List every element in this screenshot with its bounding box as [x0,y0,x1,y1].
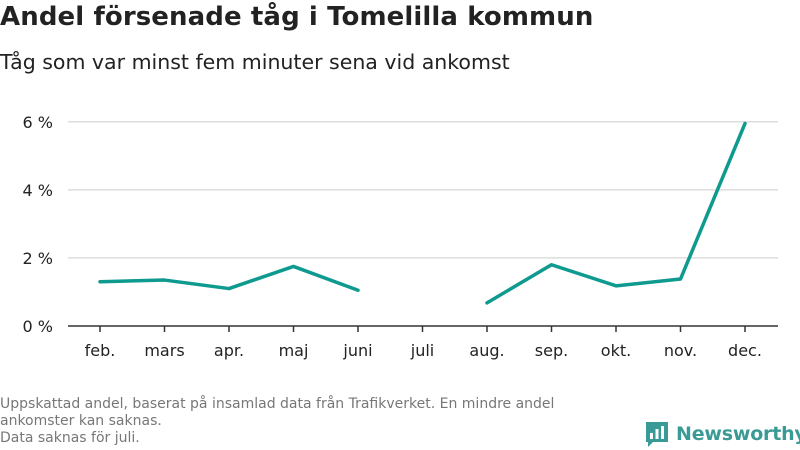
x-tick-label: aug. [469,341,504,360]
x-tick-label: juni [342,341,372,360]
x-tick-label: dec. [728,341,762,360]
line-chart: 0 % 2 % 4 % 6 % feb. mars apr. maj juni juli aug. s… [23,113,778,360]
footnote-line: Data saknas för juli. [0,430,140,446]
bar-chart-logo-icon [646,422,668,447]
x-tick-label: apr. [214,341,244,360]
footnote-line: ankomster kan saknas. [0,413,162,429]
y-tick-label: 0 % [23,317,53,336]
y-tick-label: 4 % [23,181,53,200]
brand-name: Newsworthy [676,423,800,445]
series-line [98,264,360,293]
x-tick-label: okt. [601,341,631,360]
chart-subtitle: Tåg som var minst fem minuter sena vid a… [0,50,510,74]
x-tick-label: mars [144,341,184,360]
series-line [485,121,747,305]
x-tick-label: feb. [85,341,116,360]
footnote-line: Uppskattad andel, baserat på insamlad da… [0,396,555,412]
y-tick-label: 2 % [23,249,53,268]
brand-logo[interactable]: Newsworthy [644,419,800,449]
chart-title: Andel försenade tåg i Tomelilla kommun [0,2,594,32]
x-tick-label: juli [410,341,434,360]
y-tick-label: 6 % [23,113,53,132]
x-tick-label: maj [279,341,309,360]
x-tick-label: sep. [535,341,568,360]
x-tick-label: nov. [664,341,697,360]
footnote: Uppskattad andel, baserat på insamlad da… [0,396,640,447]
